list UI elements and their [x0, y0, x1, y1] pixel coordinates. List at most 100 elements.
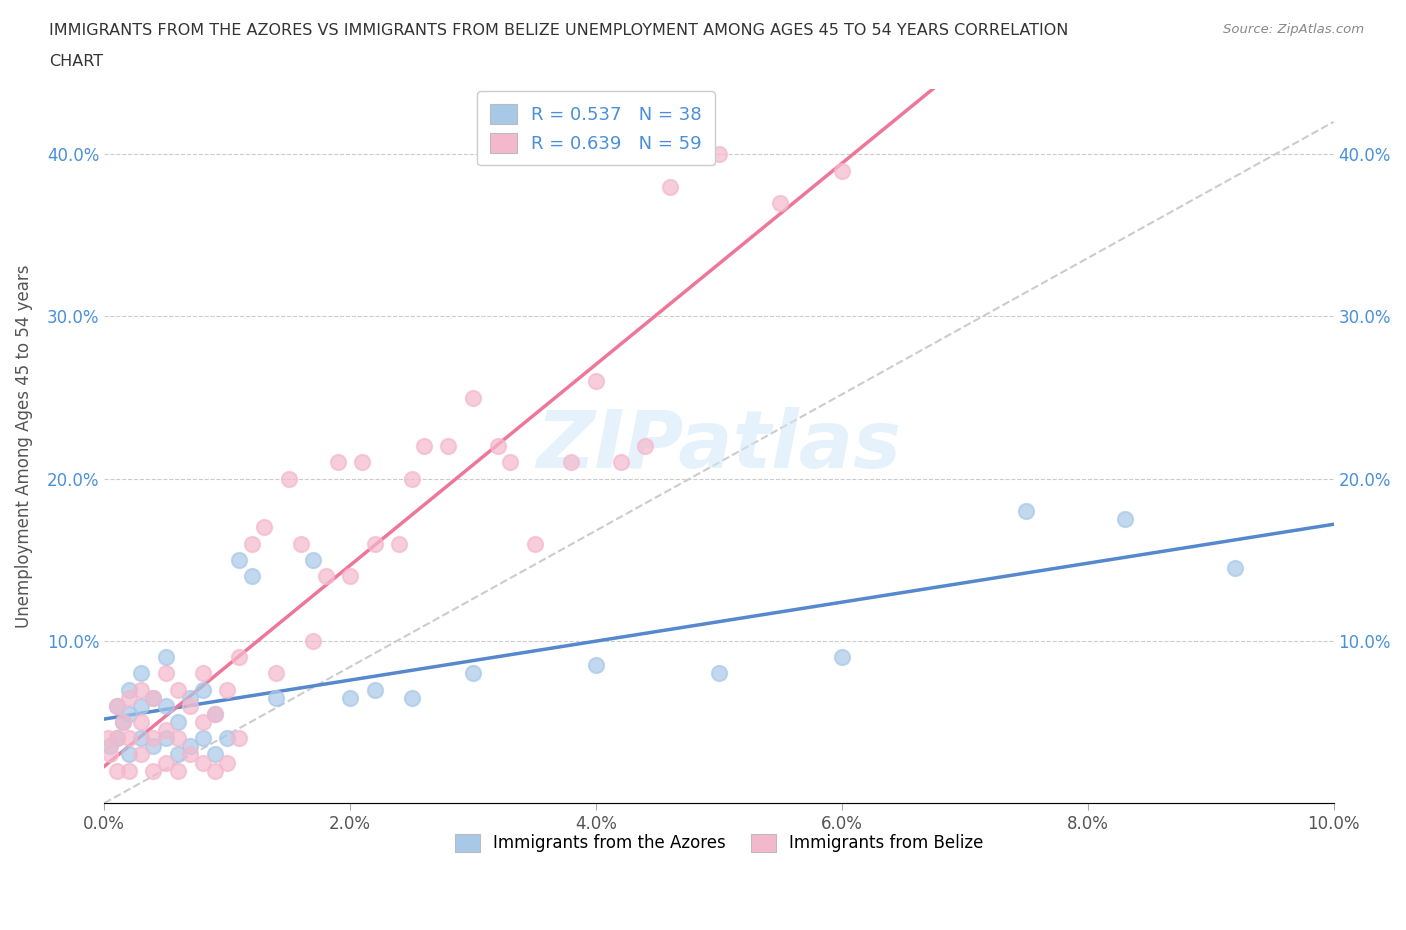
Point — [461, 391, 484, 405]
Point — [707, 147, 730, 162]
Point — [560, 455, 582, 470]
Point — [204, 764, 226, 778]
Point — [658, 179, 681, 194]
Point — [142, 690, 165, 705]
Point — [129, 682, 152, 697]
Point — [191, 714, 214, 729]
Point — [364, 536, 387, 551]
Point — [167, 714, 190, 729]
Point — [290, 536, 312, 551]
Point — [155, 698, 177, 713]
Point — [831, 163, 853, 178]
Point — [105, 731, 128, 746]
Point — [228, 650, 250, 665]
Point — [118, 731, 141, 746]
Point — [1015, 504, 1038, 519]
Point — [167, 682, 190, 697]
Point — [831, 650, 853, 665]
Point — [142, 731, 165, 746]
Point — [217, 731, 239, 746]
Point — [191, 731, 214, 746]
Point — [707, 666, 730, 681]
Point — [523, 536, 546, 551]
Point — [111, 714, 134, 729]
Point — [155, 731, 177, 746]
Point — [129, 666, 152, 681]
Y-axis label: Unemployment Among Ages 45 to 54 years: Unemployment Among Ages 45 to 54 years — [15, 264, 32, 628]
Point — [191, 682, 214, 697]
Point — [118, 690, 141, 705]
Point — [388, 536, 411, 551]
Point — [499, 455, 522, 470]
Point — [204, 747, 226, 762]
Point — [118, 682, 141, 697]
Point — [129, 698, 152, 713]
Point — [217, 755, 239, 770]
Point — [105, 731, 128, 746]
Point — [277, 472, 299, 486]
Point — [364, 682, 387, 697]
Point — [585, 658, 607, 672]
Point — [105, 698, 128, 713]
Point — [486, 439, 509, 454]
Point — [461, 666, 484, 681]
Point — [97, 731, 120, 746]
Point — [240, 536, 263, 551]
Point — [339, 568, 361, 583]
Point — [253, 520, 276, 535]
Point — [118, 707, 141, 722]
Point — [179, 690, 201, 705]
Point — [228, 552, 250, 567]
Point — [142, 764, 165, 778]
Text: CHART: CHART — [49, 54, 103, 69]
Text: ZIPatlas: ZIPatlas — [537, 407, 901, 485]
Point — [118, 747, 141, 762]
Point — [191, 755, 214, 770]
Text: IMMIGRANTS FROM THE AZORES VS IMMIGRANTS FROM BELIZE UNEMPLOYMENT AMONG AGES 45 : IMMIGRANTS FROM THE AZORES VS IMMIGRANTS… — [49, 23, 1069, 38]
Point — [100, 738, 122, 753]
Point — [437, 439, 460, 454]
Point — [302, 633, 325, 648]
Point — [204, 707, 226, 722]
Point — [302, 552, 325, 567]
Point — [155, 666, 177, 681]
Point — [155, 650, 177, 665]
Point — [111, 714, 134, 729]
Legend: Immigrants from the Azores, Immigrants from Belize: Immigrants from the Azores, Immigrants f… — [449, 827, 990, 859]
Point — [105, 698, 128, 713]
Text: Source: ZipAtlas.com: Source: ZipAtlas.com — [1223, 23, 1364, 36]
Point — [401, 690, 423, 705]
Point — [315, 568, 337, 583]
Point — [142, 690, 165, 705]
Point — [266, 666, 288, 681]
Point — [129, 714, 152, 729]
Point — [179, 747, 201, 762]
Point — [142, 738, 165, 753]
Point — [179, 738, 201, 753]
Point — [167, 731, 190, 746]
Point — [240, 568, 263, 583]
Point — [129, 731, 152, 746]
Point — [352, 455, 374, 470]
Point — [401, 472, 423, 486]
Point — [167, 747, 190, 762]
Point — [1225, 561, 1247, 576]
Point — [191, 666, 214, 681]
Point — [204, 707, 226, 722]
Point — [155, 755, 177, 770]
Point — [266, 690, 288, 705]
Point — [179, 698, 201, 713]
Point — [155, 723, 177, 737]
Point — [769, 195, 792, 210]
Point — [585, 374, 607, 389]
Point — [412, 439, 434, 454]
Point — [634, 439, 657, 454]
Point — [129, 747, 152, 762]
Point — [339, 690, 361, 705]
Point — [609, 455, 631, 470]
Point — [228, 731, 250, 746]
Point — [105, 764, 128, 778]
Point — [118, 764, 141, 778]
Point — [217, 682, 239, 697]
Point — [100, 747, 122, 762]
